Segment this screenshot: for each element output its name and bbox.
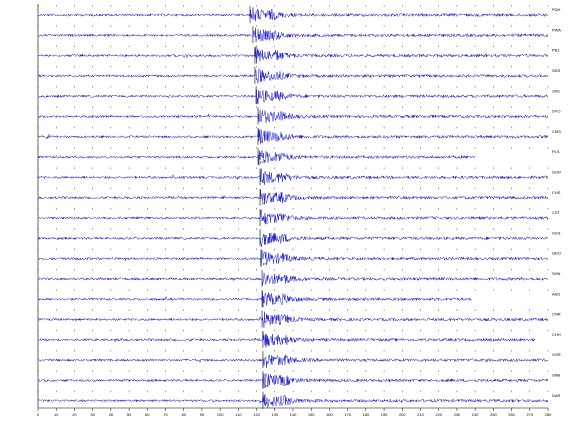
waveform: [37, 189, 549, 205]
station-label: PWA: [552, 27, 561, 32]
station-label: SDS: [552, 68, 561, 73]
x-tick-label: 280: [545, 412, 552, 417]
waveform: [37, 168, 549, 185]
station-label: CMS: [552, 129, 561, 134]
x-tick-label: 140: [290, 412, 297, 417]
station-label: SGS: [552, 230, 561, 235]
waveform: [37, 372, 549, 389]
x-tick-label: 180: [363, 412, 370, 417]
waveform: [37, 27, 549, 43]
pick-label: P: [262, 201, 265, 206]
x-tick-label: 20: [72, 412, 77, 417]
waveform: [37, 272, 549, 286]
x-tick-label: 160: [326, 412, 333, 417]
x-tick-label: 130: [271, 412, 278, 417]
waveform: [37, 291, 472, 308]
station-label: CST: [552, 210, 561, 215]
x-tick-label: 40: [109, 412, 114, 417]
station-label: CHS: [552, 190, 561, 195]
waveform: [37, 311, 549, 328]
station-label: CHH: [552, 332, 561, 337]
station-label: GSR: [552, 352, 561, 357]
x-tick-label: 250: [490, 412, 497, 417]
x-tick-label: 190: [381, 412, 388, 417]
x-tick-label: 80: [181, 412, 186, 417]
x-tick-label: 90: [200, 412, 205, 417]
station-label: PDH: [552, 7, 561, 12]
x-tick-label: 150: [308, 412, 315, 417]
waveform: [37, 110, 549, 123]
waveform: [37, 128, 549, 144]
x-tick-label: 120: [253, 412, 260, 417]
waveform: [37, 209, 549, 225]
x-tick-label: 270: [526, 412, 533, 417]
x-tick-label: 30: [90, 412, 95, 417]
waveform: [37, 150, 476, 166]
station-label: SYO: [552, 109, 560, 114]
waveform: [37, 68, 549, 84]
station-label: SKE: [552, 88, 560, 93]
x-tick-label: 210: [417, 412, 424, 417]
x-tick-label: 50: [127, 412, 132, 417]
station-label: PLS: [552, 149, 560, 154]
pick-label: P: [260, 160, 263, 165]
waveform: [37, 232, 549, 247]
x-tick-label: 70: [163, 412, 168, 417]
station-label: PB1: [552, 48, 560, 53]
x-tick-label: 60: [145, 412, 150, 417]
x-tick-label: 200: [399, 412, 406, 417]
waveform: [37, 353, 549, 368]
station-label: SOH: [552, 169, 561, 174]
station-label: SHN: [552, 271, 561, 276]
station-label: DAR: [552, 393, 561, 398]
x-tick-label: 110: [235, 412, 242, 417]
station-label: SNB: [552, 372, 561, 377]
x-tick-label: 100: [217, 412, 224, 417]
x-tick-label: 170: [344, 412, 351, 417]
pick-label: P: [263, 262, 266, 267]
waveform: [37, 89, 549, 104]
station-label: CNR: [552, 312, 561, 317]
x-tick-label: 220: [435, 412, 442, 417]
x-tick-label: 230: [454, 412, 461, 417]
station-label: GEO: [552, 251, 561, 256]
waveform: [37, 7, 549, 22]
waveform: [37, 249, 549, 267]
x-tick-label: 0: [37, 412, 40, 417]
waveform: [37, 394, 549, 408]
pick-label: P: [260, 140, 263, 145]
x-tick-label: 260: [508, 412, 515, 417]
x-tick-label: 240: [472, 412, 479, 417]
waveform: [37, 332, 536, 348]
pick-label: P: [265, 383, 268, 388]
station-label: ASD: [552, 291, 560, 296]
waveform: [37, 46, 549, 64]
x-tick-label: 10: [54, 412, 59, 417]
